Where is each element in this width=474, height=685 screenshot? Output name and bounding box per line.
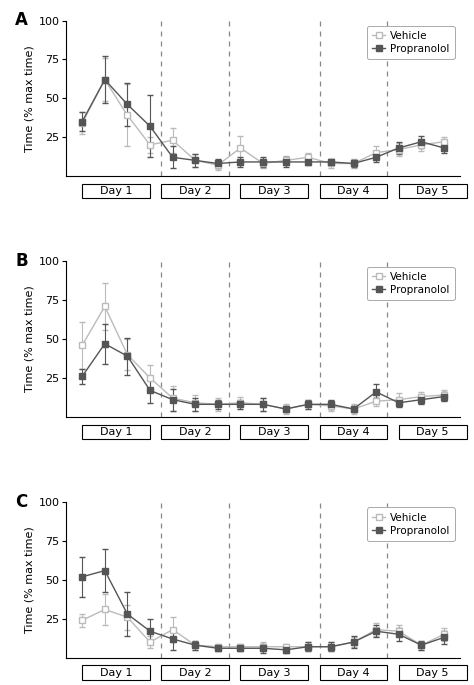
Y-axis label: Time (% max time): Time (% max time) xyxy=(24,286,34,393)
Text: Day 4: Day 4 xyxy=(337,427,370,437)
Text: Day 3: Day 3 xyxy=(258,427,291,437)
Text: Day 3: Day 3 xyxy=(258,668,291,677)
FancyBboxPatch shape xyxy=(161,184,229,199)
Text: Day 4: Day 4 xyxy=(337,668,370,677)
Legend: Vehicle, Propranolol: Vehicle, Propranolol xyxy=(367,26,455,60)
Text: Day 2: Day 2 xyxy=(179,427,211,437)
FancyBboxPatch shape xyxy=(319,184,387,199)
Text: Day 1: Day 1 xyxy=(100,427,132,437)
FancyBboxPatch shape xyxy=(82,425,150,439)
Text: Day 1: Day 1 xyxy=(100,186,132,196)
FancyBboxPatch shape xyxy=(399,425,466,439)
FancyBboxPatch shape xyxy=(82,184,150,199)
FancyBboxPatch shape xyxy=(82,665,150,680)
FancyBboxPatch shape xyxy=(161,425,229,439)
Text: B: B xyxy=(15,252,28,270)
FancyBboxPatch shape xyxy=(319,665,387,680)
FancyBboxPatch shape xyxy=(240,425,308,439)
Text: Day 5: Day 5 xyxy=(416,668,449,677)
Legend: Vehicle, Propranolol: Vehicle, Propranolol xyxy=(367,266,455,300)
Text: Day 4: Day 4 xyxy=(337,186,370,196)
Text: Day 5: Day 5 xyxy=(416,427,449,437)
Text: C: C xyxy=(15,493,27,511)
Text: Day 5: Day 5 xyxy=(416,186,449,196)
Legend: Vehicle, Propranolol: Vehicle, Propranolol xyxy=(367,508,455,541)
FancyBboxPatch shape xyxy=(399,665,466,680)
FancyBboxPatch shape xyxy=(161,665,229,680)
Text: Day 2: Day 2 xyxy=(179,668,211,677)
Text: A: A xyxy=(15,11,28,29)
Text: Day 1: Day 1 xyxy=(100,668,132,677)
Text: Day 3: Day 3 xyxy=(258,186,291,196)
Y-axis label: Time (% max time): Time (% max time) xyxy=(24,527,34,634)
FancyBboxPatch shape xyxy=(399,184,466,199)
FancyBboxPatch shape xyxy=(319,425,387,439)
Y-axis label: Time (% max time): Time (% max time) xyxy=(24,45,34,151)
FancyBboxPatch shape xyxy=(240,665,308,680)
FancyBboxPatch shape xyxy=(240,184,308,199)
Text: Day 2: Day 2 xyxy=(179,186,211,196)
